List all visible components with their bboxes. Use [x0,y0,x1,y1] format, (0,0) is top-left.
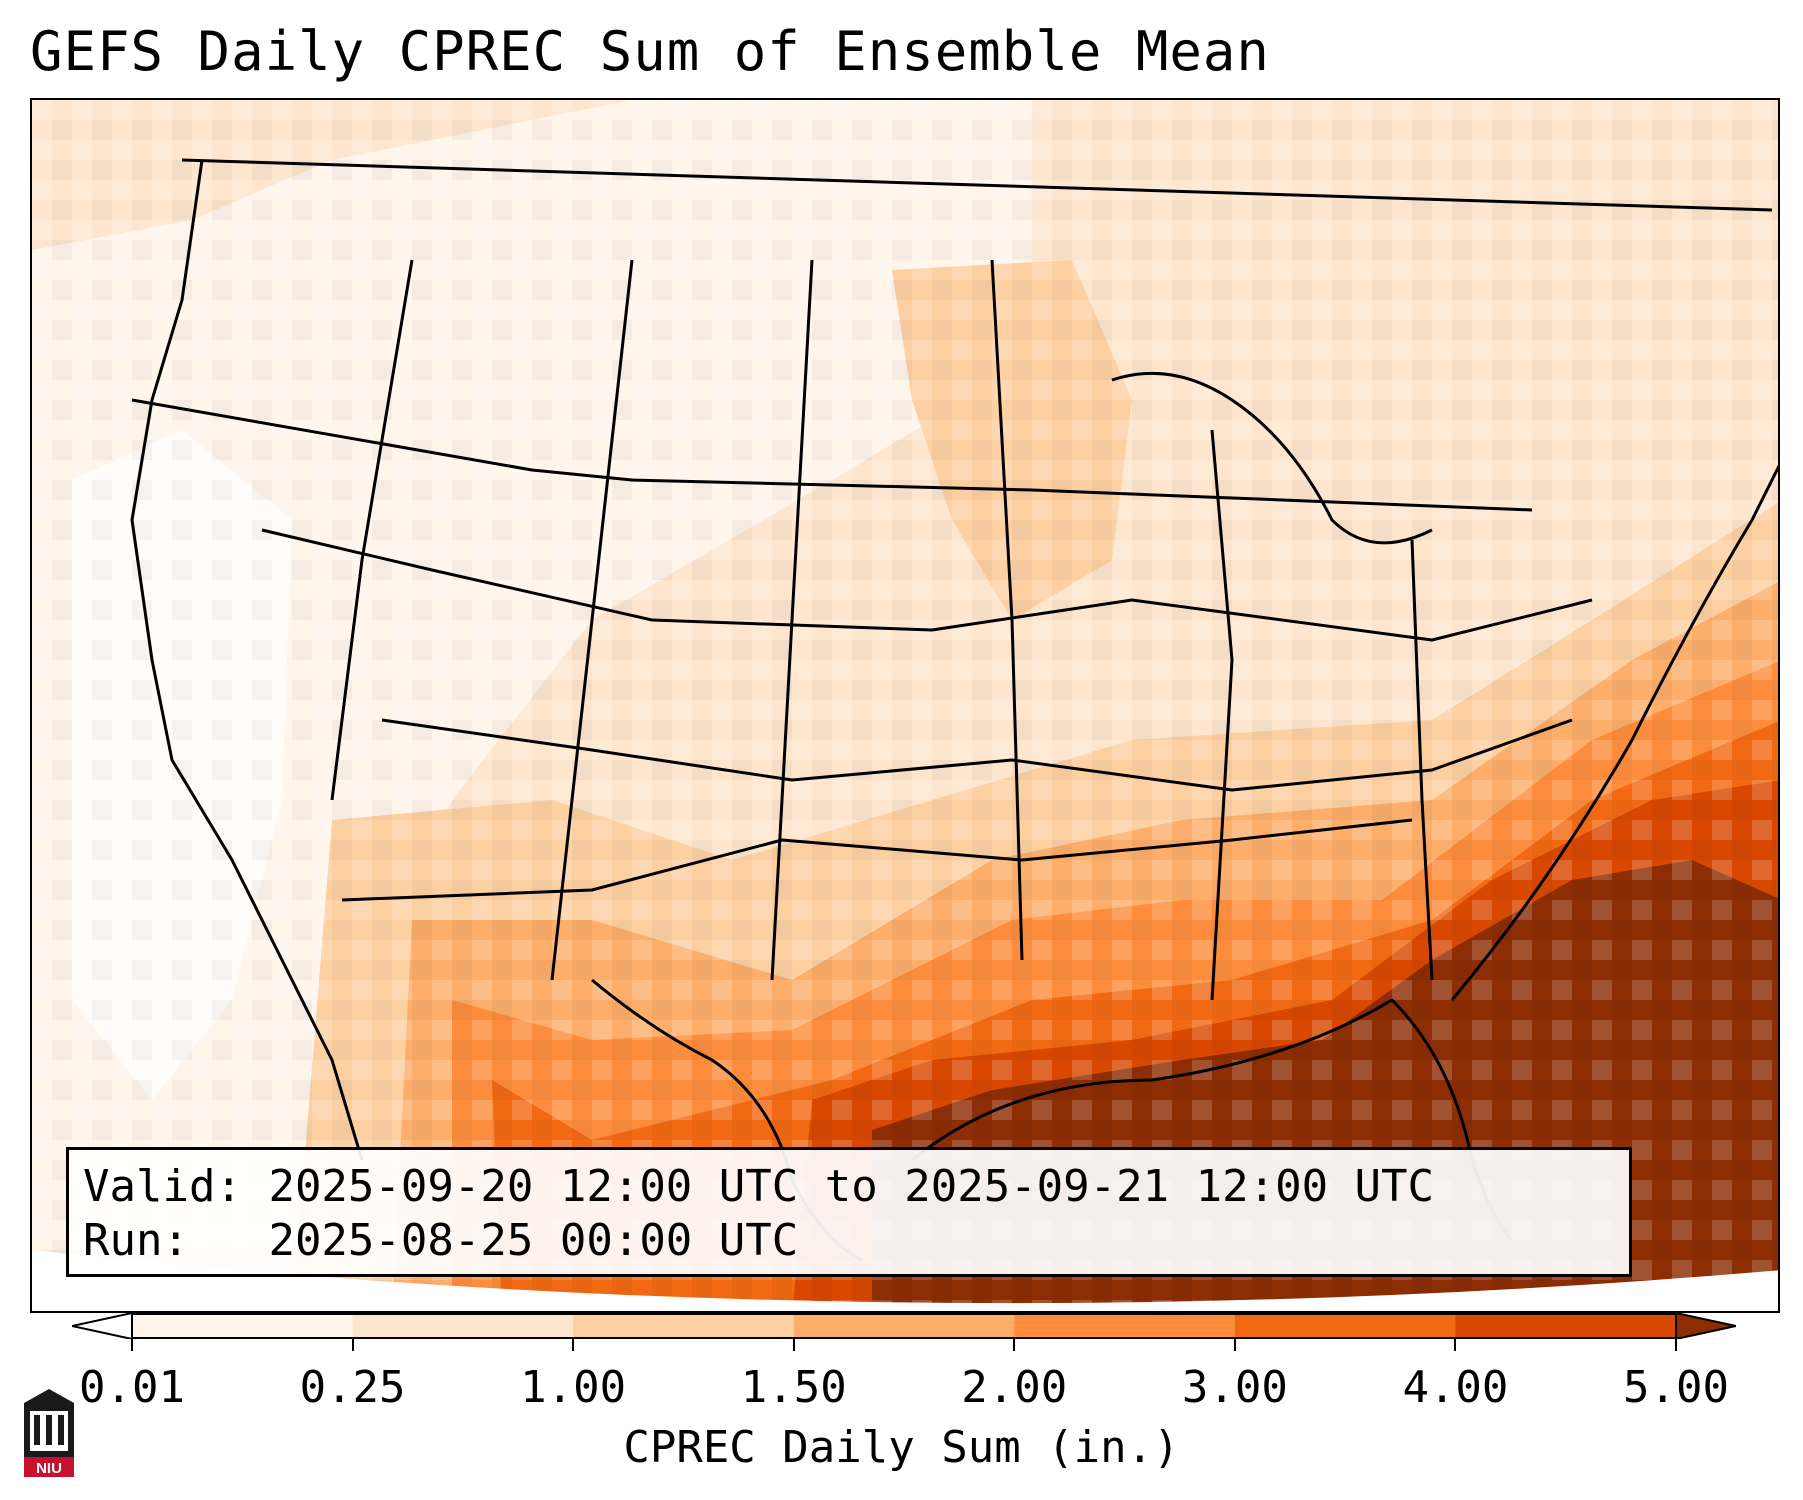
boundary-line-1 [131,398,1533,512]
colorbar-segment [1014,1313,1236,1339]
colorbar-tick-mark [792,1339,795,1351]
boundary-line-7 [770,259,814,981]
colorbar-tick-mark [351,1339,354,1351]
colorbar-segment [1234,1313,1456,1339]
map-canvas [32,100,1778,1311]
colorbar-tick-label: 3.00 [1181,1362,1288,1413]
colorbar-tick-mark [1675,1339,1677,1351]
colorbar-tick-label: 2.00 [961,1362,1068,1413]
colorbar-label: CPREC Daily Sum (in.) [623,1422,1180,1473]
run-label: Run: [83,1215,189,1266]
colorbar-tick-label: 1.00 [520,1362,627,1413]
colorbar [72,1313,1736,1339]
colorbar-tick-mark [1454,1339,1457,1351]
colorbar-tick-label: 0.01 [79,1362,185,1413]
colorbar-outline [131,1313,1677,1339]
east-coastline [1450,464,1778,1001]
niu-logo: NIU [24,1389,74,1477]
boundary-line-5 [330,259,414,801]
boundary-line-3 [381,718,1573,792]
colorbar-tick-label: 5.00 [1623,1362,1729,1413]
great-lakes-outline [1111,371,1433,545]
precip-map [30,98,1780,1313]
run-time: 2025-08-25 00:00 UTC [268,1215,799,1266]
valid-run-info-box: Valid: 2025-09-20 12:00 UTC to 2025-09-2… [66,1147,1632,1277]
colorbar-tick-label: 1.50 [740,1362,847,1413]
valid-label: Valid: [83,1161,242,1212]
boundary-line-2 [261,528,1593,642]
colorbar-segment [352,1313,574,1339]
colorbar-segment [573,1313,795,1339]
boundary-line-10 [1410,539,1434,981]
boundary-line-9 [1210,429,1234,1001]
west-coastline [130,159,364,1161]
colorbar-tick-mark [1013,1339,1016,1351]
boundary-line-4 [341,818,1413,902]
colorbar-tick-label: 4.00 [1402,1362,1509,1413]
northern-border [181,158,1773,212]
valid-time-range: 2025-09-20 12:00 UTC to 2025-09-21 12:00… [268,1161,1435,1212]
colorbar-extend-min [72,1313,133,1339]
boundary-line-8 [990,259,1024,961]
colorbar-tick-mark [1233,1339,1236,1351]
colorbar-tick-mark [131,1339,133,1351]
colorbar-tick-label: 0.25 [299,1362,406,1413]
svg-text:NIU: NIU [36,1460,62,1477]
projection-edge [32,1250,1778,1311]
boundary-line-6 [550,259,634,981]
colorbar-tick-mark [572,1339,575,1351]
colorbar-segment [132,1313,354,1339]
colorbar-segment [793,1313,1015,1339]
colorbar-extend-max [1675,1313,1736,1339]
precip-grid-texture [32,100,1778,1311]
colorbar-segment [1455,1313,1677,1339]
map-title: GEFS Daily CPREC Sum of Ensemble Mean [30,20,1270,83]
